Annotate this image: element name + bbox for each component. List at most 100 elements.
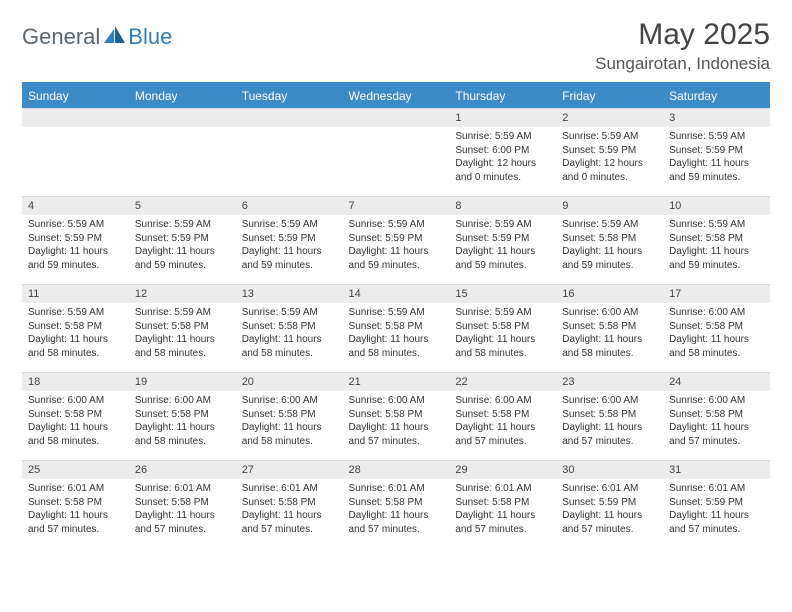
calendar-cell: 31Sunrise: 6:01 AMSunset: 5:59 PMDayligh… [663,460,770,548]
logo-text-general: General [22,24,100,50]
calendar-cell: 9Sunrise: 5:59 AMSunset: 5:58 PMDaylight… [556,196,663,284]
calendar-row: 25Sunrise: 6:01 AMSunset: 5:58 PMDayligh… [22,460,770,548]
sunset-line: Sunset: 5:58 PM [349,320,444,334]
daylight-line: Daylight: 11 hours and 59 minutes. [349,245,444,272]
calendar-body: 1Sunrise: 5:59 AMSunset: 6:00 PMDaylight… [22,108,770,548]
sunrise-line: Sunrise: 6:00 AM [455,394,550,408]
day-number: 8 [449,196,556,215]
calendar-cell: 24Sunrise: 6:00 AMSunset: 5:58 PMDayligh… [663,372,770,460]
calendar-cell: 2Sunrise: 5:59 AMSunset: 5:59 PMDaylight… [556,108,663,196]
sunrise-line: Sunrise: 5:59 AM [135,218,230,232]
calendar-cell: 15Sunrise: 5:59 AMSunset: 5:58 PMDayligh… [449,284,556,372]
sunrise-line: Sunrise: 6:00 AM [28,394,123,408]
daylight-line: Daylight: 11 hours and 58 minutes. [562,333,657,360]
day-data: Sunrise: 5:59 AMSunset: 5:59 PMDaylight:… [449,215,556,276]
daylight-line: Daylight: 11 hours and 57 minutes. [349,509,444,536]
day-data: Sunrise: 6:00 AMSunset: 5:58 PMDaylight:… [449,391,556,452]
sunrise-line: Sunrise: 5:59 AM [562,218,657,232]
sunset-line: Sunset: 5:59 PM [455,232,550,246]
sunrise-line: Sunrise: 6:00 AM [349,394,444,408]
calendar-cell [236,108,343,196]
day-data: Sunrise: 6:01 AMSunset: 5:58 PMDaylight:… [449,479,556,540]
day-data: Sunrise: 6:00 AMSunset: 5:58 PMDaylight:… [129,391,236,452]
sunrise-line: Sunrise: 5:59 AM [669,218,764,232]
sunset-line: Sunset: 5:58 PM [135,320,230,334]
calendar-row: 1Sunrise: 5:59 AMSunset: 6:00 PMDaylight… [22,108,770,196]
sunset-line: Sunset: 5:59 PM [669,144,764,158]
daylight-line: Daylight: 11 hours and 58 minutes. [242,421,337,448]
logo-sail-icon [104,26,126,49]
sunset-line: Sunset: 5:59 PM [28,232,123,246]
calendar-cell: 22Sunrise: 6:00 AMSunset: 5:58 PMDayligh… [449,372,556,460]
calendar-cell: 25Sunrise: 6:01 AMSunset: 5:58 PMDayligh… [22,460,129,548]
calendar-cell: 3Sunrise: 5:59 AMSunset: 5:59 PMDaylight… [663,108,770,196]
day-data: Sunrise: 6:01 AMSunset: 5:58 PMDaylight:… [236,479,343,540]
sunrise-line: Sunrise: 6:01 AM [669,482,764,496]
calendar-cell: 29Sunrise: 6:01 AMSunset: 5:58 PMDayligh… [449,460,556,548]
day-data: Sunrise: 5:59 AMSunset: 5:58 PMDaylight:… [22,303,129,364]
daylight-line: Daylight: 11 hours and 59 minutes. [135,245,230,272]
daylight-line: Daylight: 11 hours and 57 minutes. [669,509,764,536]
day-number: 23 [556,372,663,391]
day-number: 12 [129,284,236,303]
day-number: 10 [663,196,770,215]
calendar-cell: 14Sunrise: 5:59 AMSunset: 5:58 PMDayligh… [343,284,450,372]
sunset-line: Sunset: 5:58 PM [562,232,657,246]
day-number: 25 [22,460,129,479]
calendar-cell [129,108,236,196]
day-data: Sunrise: 5:59 AMSunset: 5:58 PMDaylight:… [129,303,236,364]
calendar-cell: 26Sunrise: 6:01 AMSunset: 5:58 PMDayligh… [129,460,236,548]
sunset-line: Sunset: 5:59 PM [562,144,657,158]
calendar-cell: 11Sunrise: 5:59 AMSunset: 5:58 PMDayligh… [22,284,129,372]
sunrise-line: Sunrise: 6:00 AM [135,394,230,408]
day-number: 24 [663,372,770,391]
day-number: 20 [236,372,343,391]
day-number: 7 [343,196,450,215]
day-data: Sunrise: 5:59 AMSunset: 5:58 PMDaylight:… [343,303,450,364]
logo: General Blue [22,18,172,50]
weekday-header-row: Sunday Monday Tuesday Wednesday Thursday… [22,83,770,108]
daylight-line: Daylight: 11 hours and 57 minutes. [349,421,444,448]
sunset-line: Sunset: 5:59 PM [135,232,230,246]
calendar-cell: 20Sunrise: 6:00 AMSunset: 5:58 PMDayligh… [236,372,343,460]
calendar-cell: 30Sunrise: 6:01 AMSunset: 5:59 PMDayligh… [556,460,663,548]
day-number: 11 [22,284,129,303]
calendar-cell: 19Sunrise: 6:00 AMSunset: 5:58 PMDayligh… [129,372,236,460]
day-data: Sunrise: 5:59 AMSunset: 5:59 PMDaylight:… [236,215,343,276]
day-number-empty [22,108,129,127]
sunrise-line: Sunrise: 6:00 AM [669,306,764,320]
sunrise-line: Sunrise: 5:59 AM [349,218,444,232]
day-data: Sunrise: 5:59 AMSunset: 6:00 PMDaylight:… [449,127,556,188]
day-data: Sunrise: 6:00 AMSunset: 5:58 PMDaylight:… [556,391,663,452]
sunset-line: Sunset: 5:58 PM [349,496,444,510]
sunset-line: Sunset: 5:58 PM [242,496,337,510]
daylight-line: Daylight: 11 hours and 57 minutes. [562,509,657,536]
day-number: 30 [556,460,663,479]
day-data: Sunrise: 5:59 AMSunset: 5:58 PMDaylight:… [449,303,556,364]
day-number: 29 [449,460,556,479]
calendar-cell: 1Sunrise: 5:59 AMSunset: 6:00 PMDaylight… [449,108,556,196]
day-data: Sunrise: 6:00 AMSunset: 5:58 PMDaylight:… [556,303,663,364]
daylight-line: Daylight: 11 hours and 59 minutes. [669,157,764,184]
daylight-line: Daylight: 11 hours and 57 minutes. [455,421,550,448]
sunrise-line: Sunrise: 5:59 AM [455,306,550,320]
calendar-cell: 8Sunrise: 5:59 AMSunset: 5:59 PMDaylight… [449,196,556,284]
daylight-line: Daylight: 12 hours and 0 minutes. [455,157,550,184]
daylight-line: Daylight: 11 hours and 57 minutes. [669,421,764,448]
calendar-table: Sunday Monday Tuesday Wednesday Thursday… [22,82,770,548]
day-data: Sunrise: 6:00 AMSunset: 5:58 PMDaylight:… [663,303,770,364]
month-title: May 2025 [595,18,770,52]
daylight-line: Daylight: 11 hours and 58 minutes. [135,333,230,360]
calendar-cell: 12Sunrise: 5:59 AMSunset: 5:58 PMDayligh… [129,284,236,372]
daylight-line: Daylight: 11 hours and 57 minutes. [242,509,337,536]
sunrise-line: Sunrise: 6:00 AM [242,394,337,408]
location-label: Sungairotan, Indonesia [595,54,770,74]
weekday-sunday: Sunday [22,83,129,108]
calendar-cell: 6Sunrise: 5:59 AMSunset: 5:59 PMDaylight… [236,196,343,284]
weekday-wednesday: Wednesday [343,83,450,108]
day-number-empty [129,108,236,127]
daylight-line: Daylight: 11 hours and 58 minutes. [135,421,230,448]
sunrise-line: Sunrise: 5:59 AM [669,130,764,144]
header: General Blue May 2025 Sungairotan, Indon… [22,18,770,74]
daylight-line: Daylight: 11 hours and 58 minutes. [455,333,550,360]
